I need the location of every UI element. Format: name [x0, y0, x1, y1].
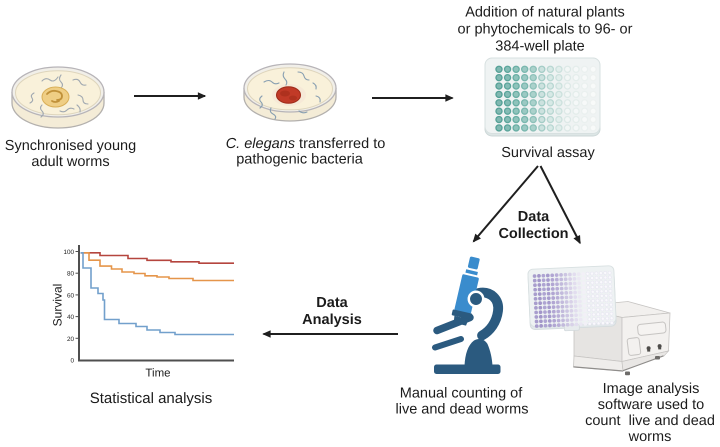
svg-text:40: 40: [67, 314, 75, 321]
svg-text:100: 100: [63, 249, 74, 256]
svg-text:Collection: Collection: [498, 226, 568, 242]
svg-text:Survival: Survival: [51, 284, 65, 327]
svg-text:Survival assay: Survival assay: [501, 145, 595, 161]
svg-text:80: 80: [67, 271, 75, 278]
svg-text:Image analysis: Image analysis: [603, 381, 700, 397]
svg-text:Statistical analysis: Statistical analysis: [90, 390, 213, 407]
svg-text:Addition of natural plants: Addition of natural plants: [465, 5, 625, 21]
svg-text:Time: Time: [145, 368, 170, 380]
svg-text:count live and dead: count live and dead: [585, 413, 715, 429]
svg-text:Synchronised young: Synchronised young: [5, 138, 136, 154]
svg-text:worms: worms: [628, 429, 672, 445]
svg-text:Manual counting of: Manual counting of: [400, 386, 523, 402]
svg-text:software used to: software used to: [598, 397, 704, 413]
svg-text:Data: Data: [316, 295, 348, 311]
svg-text:60: 60: [67, 292, 75, 299]
svg-text:20: 20: [67, 336, 75, 343]
svg-text:384-well plate: 384-well plate: [495, 39, 584, 55]
svg-text:live and dead worms: live and dead worms: [396, 402, 529, 418]
svg-text:pathogenic bacteria: pathogenic bacteria: [236, 152, 363, 168]
svg-text:or phytochemicals to 96- or: or phytochemicals to 96- or: [458, 22, 633, 38]
svg-text:C. elegans transferred to: C. elegans transferred to: [226, 136, 386, 152]
svg-text:adult worms: adult worms: [31, 154, 109, 170]
svg-text:Analysis: Analysis: [302, 312, 362, 328]
svg-text:0: 0: [70, 358, 74, 365]
svg-text:Data: Data: [518, 209, 550, 225]
